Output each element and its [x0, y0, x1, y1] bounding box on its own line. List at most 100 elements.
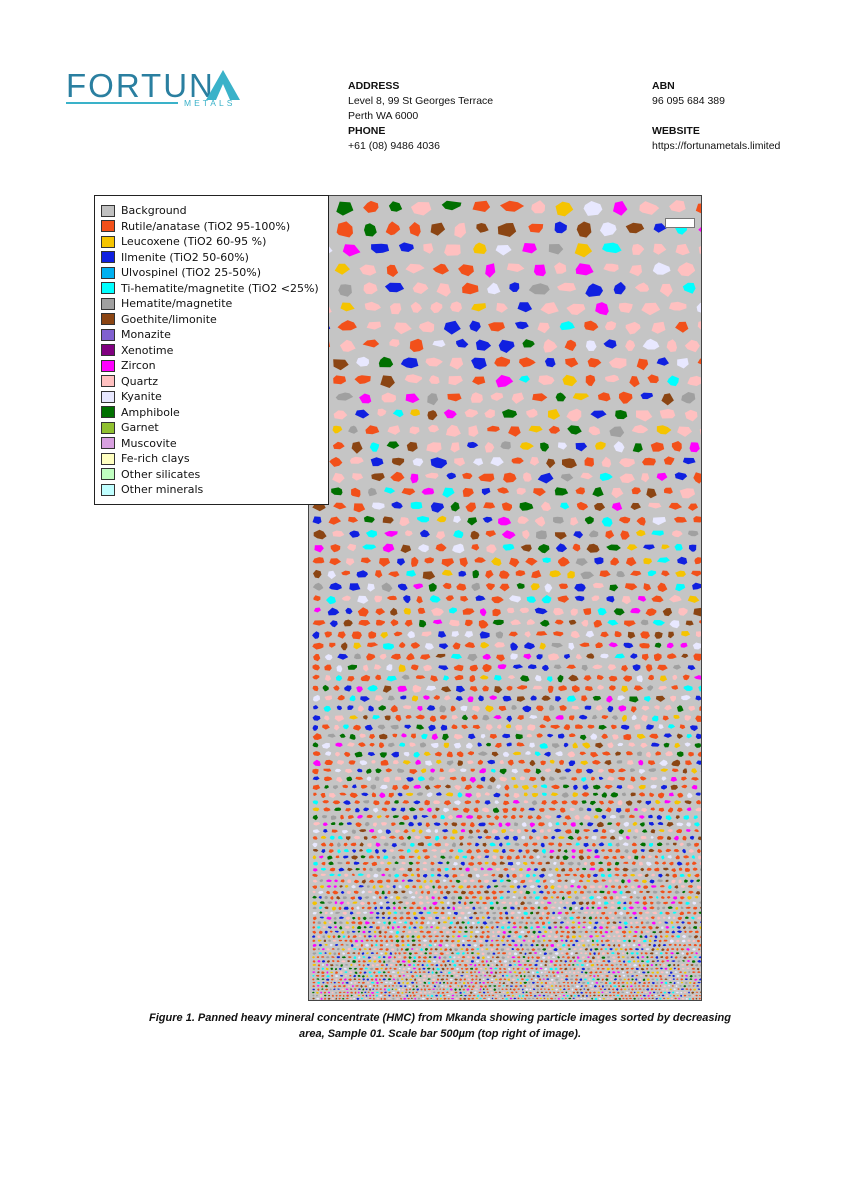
particle [460, 776, 467, 782]
particle [493, 792, 501, 798]
particle [357, 930, 361, 933]
particle [649, 792, 655, 798]
particle [404, 885, 410, 889]
particle [322, 800, 329, 804]
particle [606, 695, 613, 703]
particle [638, 981, 642, 984]
particle-row [312, 487, 696, 499]
particle [586, 855, 591, 860]
particle [477, 994, 480, 997]
particle [511, 777, 517, 781]
particle [568, 674, 579, 682]
particle [379, 906, 384, 910]
address-line-1: Level 8, 99 St Georges Terrace [348, 95, 494, 107]
particle [569, 960, 573, 963]
particle [570, 981, 573, 984]
particle [494, 800, 500, 804]
particle [682, 282, 696, 294]
particle [552, 743, 560, 749]
particle [362, 715, 368, 720]
particle [619, 815, 625, 819]
particle [318, 896, 322, 899]
particle [374, 570, 383, 578]
particle [401, 861, 406, 865]
particle [558, 906, 561, 910]
particle [592, 759, 601, 765]
legend-item: Xenotime [101, 343, 173, 359]
particle [635, 994, 639, 997]
particle [517, 939, 521, 942]
particle [364, 985, 368, 988]
particle [675, 583, 686, 592]
particle [405, 978, 408, 981]
particle [601, 968, 605, 970]
particle [371, 792, 377, 798]
particle [643, 939, 647, 943]
particle [465, 948, 469, 952]
particle [528, 964, 533, 967]
particle [579, 751, 587, 756]
particle [416, 516, 430, 523]
particle [550, 985, 554, 987]
particle [459, 835, 464, 841]
particle [360, 997, 363, 1000]
particle [509, 988, 512, 990]
particle [599, 988, 603, 991]
particle [440, 855, 446, 859]
particle [312, 985, 316, 988]
particle [586, 939, 590, 942]
particle [317, 964, 321, 967]
particle [670, 971, 673, 974]
particle [604, 994, 608, 997]
particle [542, 792, 547, 796]
particle [557, 595, 570, 603]
particle-row [312, 733, 701, 741]
particle [692, 997, 695, 1000]
website-link[interactable]: https://fortunametals.limited [652, 140, 781, 152]
particle [554, 867, 559, 872]
particle [671, 868, 677, 873]
particle [345, 964, 349, 966]
particle [312, 926, 316, 929]
particle [609, 991, 611, 994]
particle [595, 441, 606, 450]
particle [694, 743, 701, 748]
particle [684, 978, 688, 981]
particle [570, 884, 574, 888]
particle [426, 964, 429, 967]
particle [655, 964, 658, 966]
particle [419, 952, 423, 955]
particle [590, 752, 599, 758]
particle [325, 967, 329, 971]
particle [430, 301, 443, 314]
particle [490, 926, 494, 930]
particle [536, 654, 543, 660]
particle [558, 685, 567, 692]
particle [511, 768, 519, 774]
particle [382, 926, 385, 930]
particle [600, 873, 606, 877]
particle [672, 978, 675, 980]
particle [641, 956, 645, 958]
particle [448, 375, 463, 386]
particle [404, 991, 408, 993]
particle [560, 930, 565, 933]
particle [558, 583, 569, 589]
particle [554, 997, 557, 1000]
particle [654, 985, 659, 987]
particle [312, 935, 316, 938]
particle [358, 948, 362, 951]
particle [443, 320, 461, 335]
particle [375, 939, 378, 943]
particle [362, 867, 367, 871]
particle [599, 570, 611, 578]
particle [646, 967, 649, 970]
particle [604, 784, 613, 790]
particle [445, 424, 461, 437]
particle [681, 939, 686, 943]
particle [458, 916, 462, 920]
particle [654, 994, 657, 997]
particle [697, 971, 701, 973]
particle [466, 952, 469, 954]
particle [575, 442, 588, 452]
